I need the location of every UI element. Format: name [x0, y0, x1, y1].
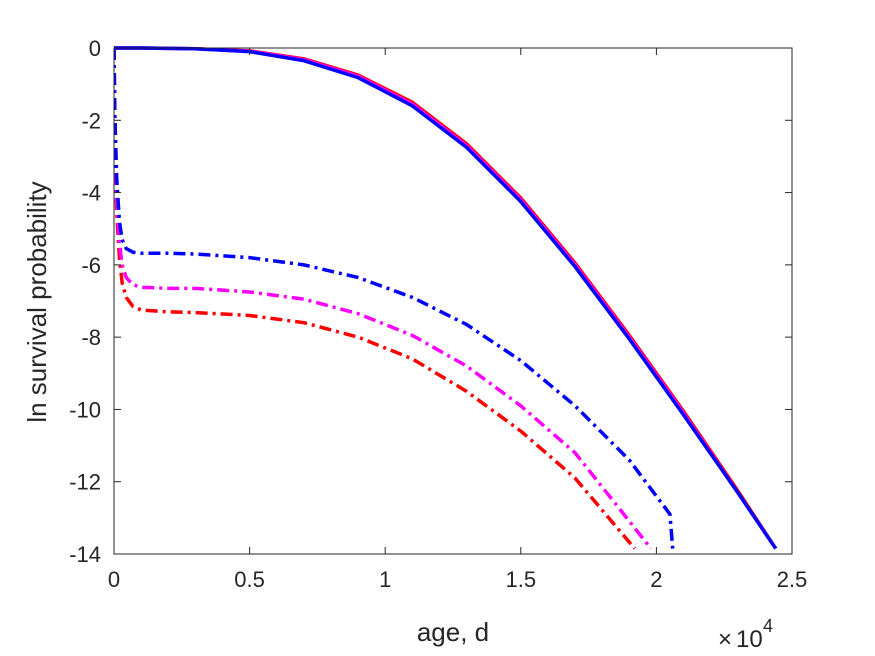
y-tick-label: -4 [81, 181, 101, 206]
x-multiplier-exponent: 4 [763, 616, 773, 636]
y-tick-label: -6 [81, 253, 101, 278]
y-tick-label: -10 [69, 397, 101, 422]
x-multiplier-base: 10 [736, 626, 763, 653]
x-tick-label: 1 [379, 567, 391, 592]
y-tick-label: -12 [69, 470, 101, 495]
x-tick-label: 2 [650, 567, 662, 592]
y-tick-label: -14 [69, 542, 101, 567]
x-multiplier: × 10 4 [718, 616, 773, 653]
tick-labels: 0 0.5 1 1.5 2 2.5 0 -2 -4 -6 -8 -10 -12 -14 [69, 36, 807, 592]
plot-lines [114, 46, 778, 550]
x-axis-label: age, d [417, 617, 489, 647]
y-axis-label: ln survival probability [22, 181, 52, 422]
x-tick-label: 0.5 [234, 567, 265, 592]
series-line-3 [114, 46, 778, 550]
y-tick-label: -8 [81, 325, 101, 350]
series-line-5 [114, 47, 653, 550]
plot-frame [113, 47, 793, 555]
axes [113, 47, 793, 555]
series-line-4 [114, 47, 637, 550]
svg-text:×: × [718, 626, 732, 653]
y-tick-label: 0 [89, 36, 101, 61]
series-line-2 [114, 46, 778, 550]
series-line-1 [114, 46, 778, 550]
x-tick-label: 0 [108, 567, 120, 592]
x-tick-label: 2.5 [777, 567, 808, 592]
series-line-6 [114, 47, 675, 549]
x-tick-label: 1.5 [506, 567, 537, 592]
y-tick-label: -2 [81, 108, 101, 133]
